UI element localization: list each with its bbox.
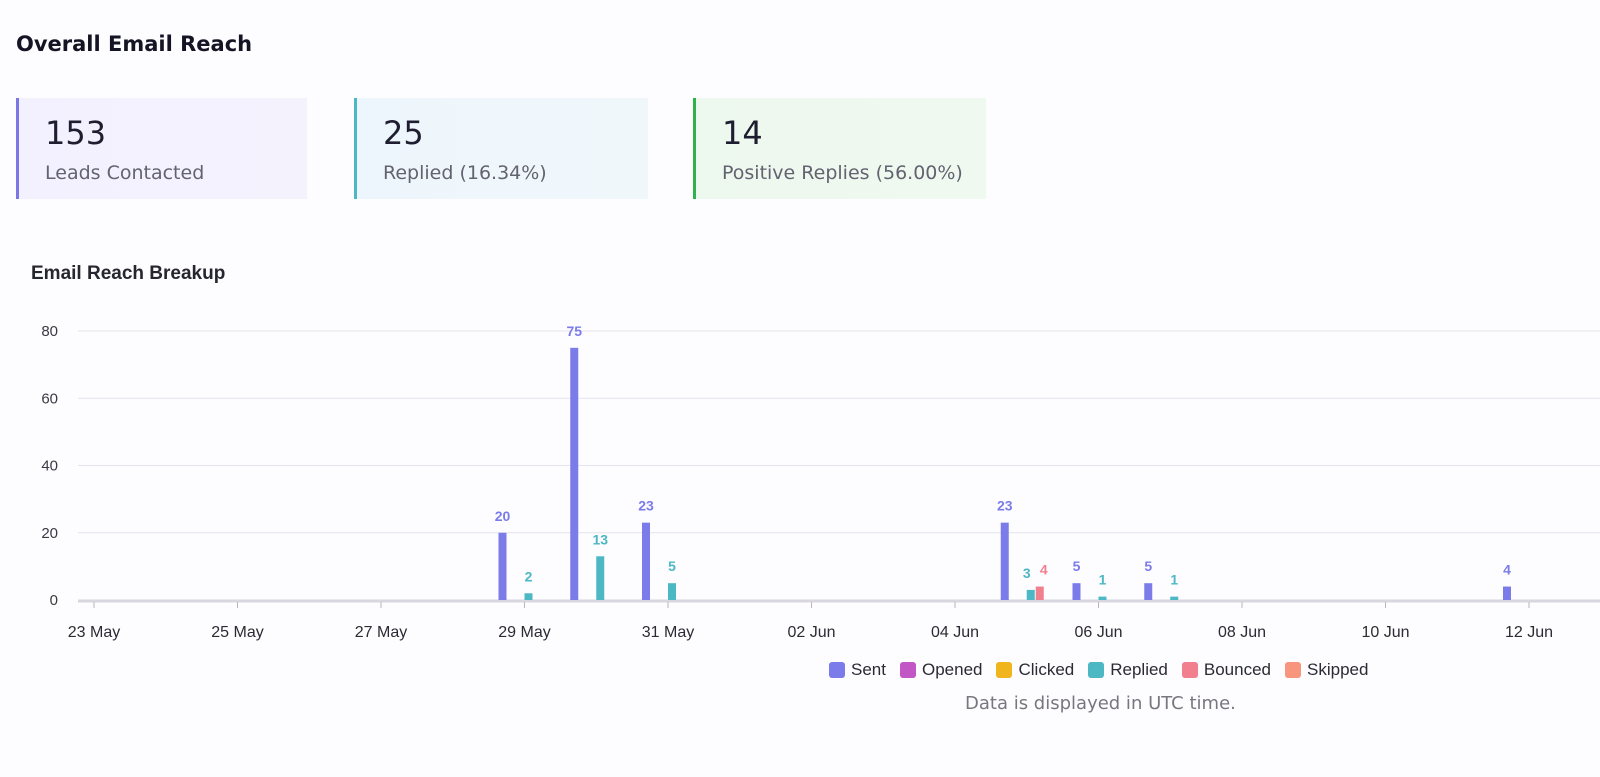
bar-replied: [668, 583, 676, 600]
email-reach-chart: 0 20 40 60 80 23 May 25 May 27 May 29 May 31 May 0…: [41, 323, 1600, 641]
x-tick-label: 12 Jun: [1505, 624, 1553, 641]
replied-card: 25 Replied (16.34%): [354, 98, 648, 199]
bar-replied: [1170, 596, 1179, 600]
bar-replied: [596, 556, 605, 600]
x-tick-label: 31 May: [642, 624, 694, 641]
x-tick-label: 02 Jun: [787, 624, 835, 641]
x-tick-label: 23 May: [68, 624, 120, 641]
legend-swatch: [829, 662, 845, 678]
data-label-sent: 75: [566, 323, 582, 339]
y-tick-label: 60: [41, 390, 58, 407]
bar-sent: [1000, 522, 1009, 600]
data-label-sent: 20: [495, 508, 511, 524]
replied-label: Replied (16.34%): [383, 162, 547, 184]
legend-item-replied[interactable]: Replied: [1088, 660, 1168, 680]
data-label-replied: 2: [525, 568, 533, 584]
page-title: Overall Email Reach: [16, 32, 253, 56]
x-tick-label: 29 May: [498, 624, 550, 641]
legend-label: Skipped: [1307, 660, 1369, 679]
leads-contacted-value: 153: [45, 114, 107, 152]
utc-footnote: Data is displayed in UTC time.: [965, 693, 1236, 714]
legend-swatch: [996, 662, 1013, 678]
bar-sent: [642, 522, 650, 600]
y-tick-label: 40: [41, 458, 58, 475]
positive-replies-card: 14 Positive Replies (56.00%): [693, 98, 986, 199]
x-tick-label: 06 Jun: [1074, 624, 1122, 641]
data-label-replied: 13: [592, 531, 608, 547]
y-tick-label: 80: [41, 323, 58, 340]
legend-item-clicked[interactable]: Clicked: [996, 660, 1074, 680]
bar-sent: [1503, 586, 1511, 600]
chart-legend: Sent Opened Clicked Replied Bounced Skipped: [829, 660, 1382, 680]
legend-label: Clicked: [1018, 660, 1075, 679]
x-tick-label: 08 Jun: [1218, 624, 1266, 641]
data-label-replied: 3: [1023, 565, 1031, 581]
bar-replied: [1026, 589, 1035, 600]
x-tick-label: 27 May: [355, 624, 407, 641]
data-label-sent: 5: [1073, 558, 1081, 574]
bar-replied: [524, 593, 533, 600]
data-label-replied: 5: [668, 558, 676, 574]
legend-swatch: [1285, 662, 1302, 678]
replied-value: 25: [383, 114, 424, 152]
data-label-sent: 23: [638, 498, 654, 514]
y-tick-label: 20: [41, 525, 58, 542]
legend-swatch: [1088, 662, 1105, 678]
bar-bounced: [1035, 586, 1044, 600]
legend-label: Opened: [921, 660, 983, 679]
bar-sent: [1144, 583, 1153, 600]
bar-sent: [498, 532, 507, 600]
x-tick-label: 04 Jun: [931, 624, 979, 641]
leads-contacted-card: 153 Leads Contacted: [16, 98, 307, 199]
legend-item-sent[interactable]: Sent: [829, 660, 886, 680]
chart-title: Email Reach Breakup: [31, 263, 226, 284]
bar-sent: [1072, 583, 1081, 600]
data-label-sent: 23: [997, 498, 1013, 514]
legend-label: Bounced: [1203, 660, 1272, 679]
legend-item-opened[interactable]: Opened: [899, 660, 983, 680]
legend-item-bounced[interactable]: Bounced: [1181, 660, 1272, 680]
legend-label: Replied: [1110, 660, 1168, 679]
legend-item-skipped[interactable]: Skipped: [1285, 660, 1368, 680]
leads-contacted-label: Leads Contacted: [45, 162, 205, 184]
x-tick-label: 10 Jun: [1361, 624, 1409, 641]
legend-swatch: [1181, 662, 1198, 678]
y-tick-label: 0: [50, 592, 58, 609]
x-tick-label: 25 May: [211, 624, 263, 641]
positive-replies-label: Positive Replies (56.00%): [722, 162, 963, 184]
legend-swatch: [899, 662, 916, 678]
data-label-replied: 1: [1170, 572, 1178, 588]
data-label-replied: 1: [1099, 572, 1107, 588]
data-label-sent: 4: [1503, 562, 1511, 578]
data-label-sent: 5: [1144, 558, 1152, 574]
bar-sent: [570, 347, 579, 600]
data-label-bounced: 4: [1040, 562, 1048, 578]
legend-label: Sent: [851, 660, 886, 679]
bar-replied: [1098, 596, 1107, 600]
positive-replies-value: 14: [722, 114, 763, 152]
